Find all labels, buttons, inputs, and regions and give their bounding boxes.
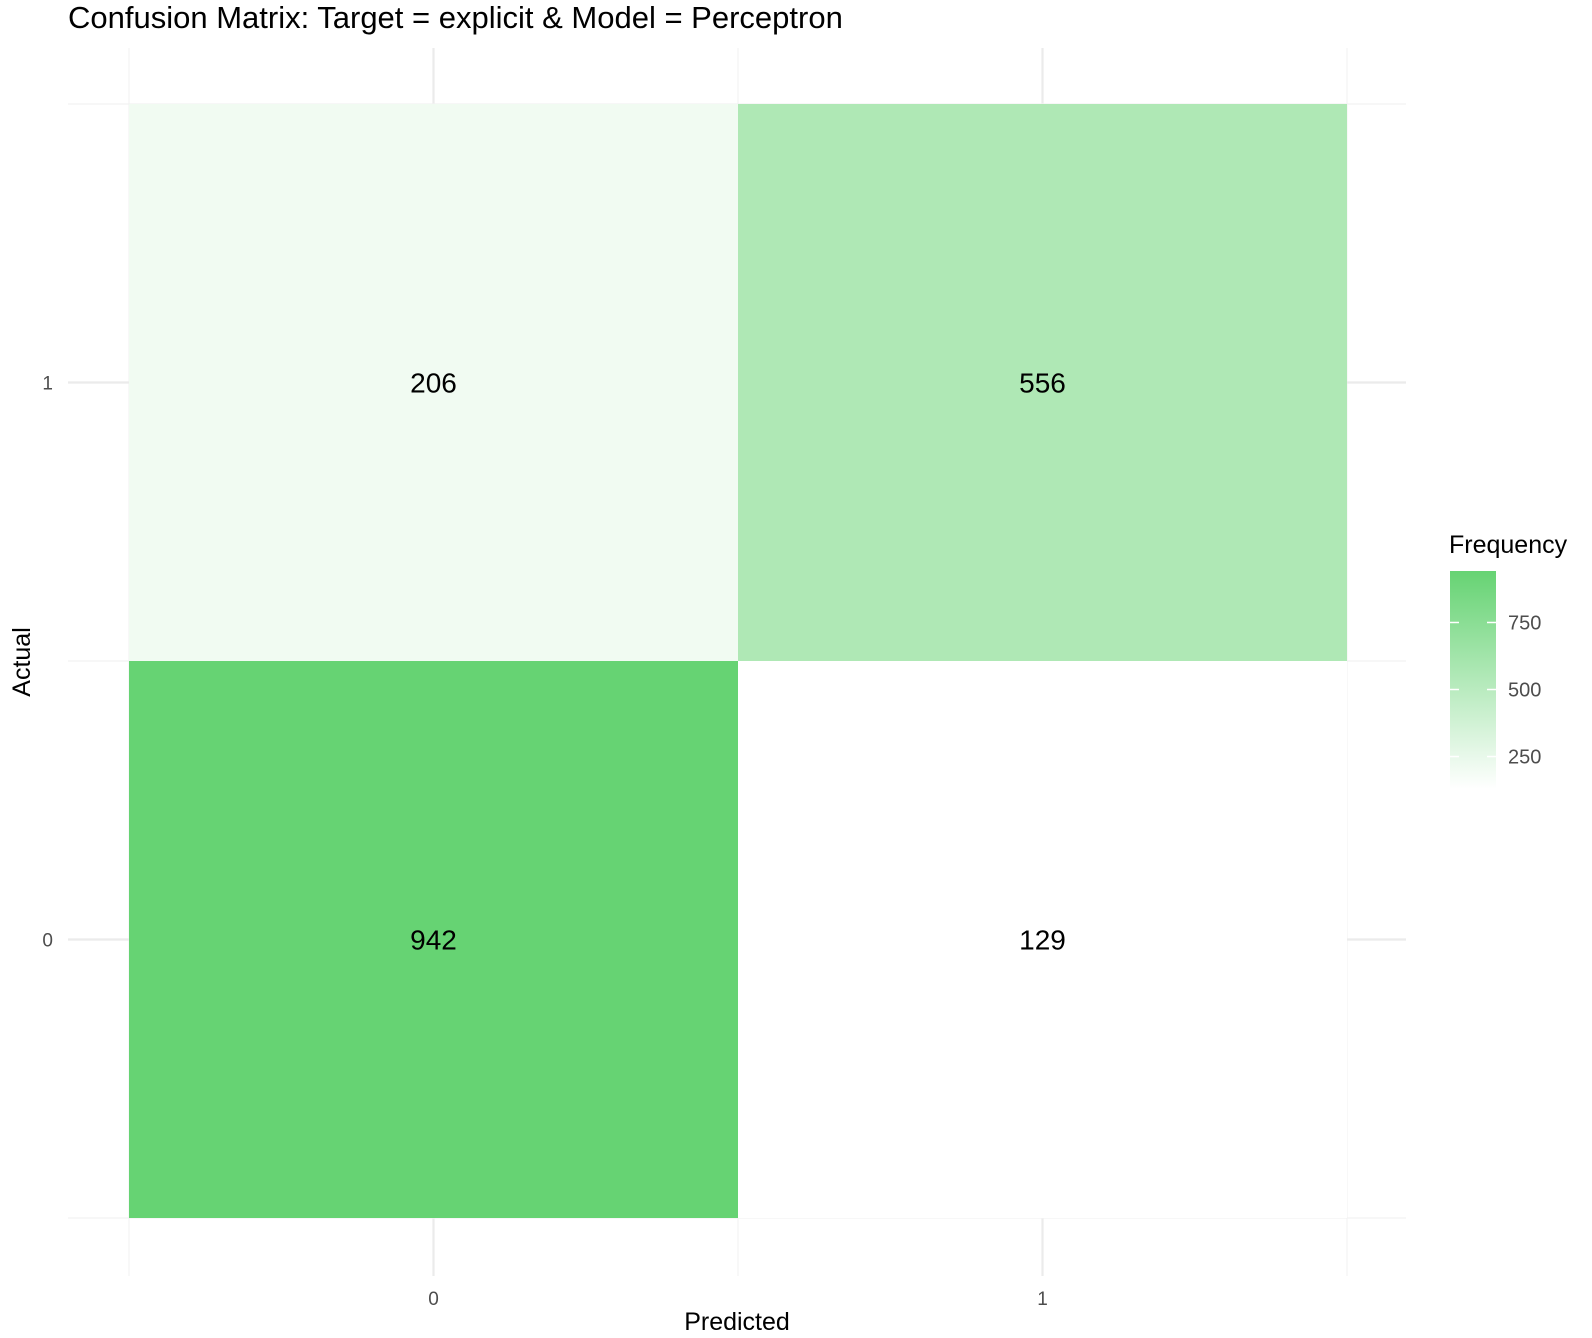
cell-pred-1-actual-0 xyxy=(738,661,1347,1218)
y-axis-title: Actual xyxy=(8,627,36,696)
cell-value-pred-1-actual-0: 129 xyxy=(1019,925,1066,956)
legend-tick-label-500: 500 xyxy=(1508,680,1541,702)
y-tick-label-0: 0 xyxy=(42,931,53,952)
heatmap-cells xyxy=(129,104,1347,1218)
legend-tick-label-250: 250 xyxy=(1508,747,1541,769)
cell-value-pred-0-actual-1: 206 xyxy=(410,368,457,399)
legend-tick-label-750: 750 xyxy=(1508,612,1541,634)
chart-title: Confusion Matrix: Target = explicit & Mo… xyxy=(68,0,843,35)
y-axis-ticks: 01 xyxy=(42,374,53,952)
x-axis-title: Predicted xyxy=(684,1308,790,1336)
x-tick-label-0: 0 xyxy=(428,1289,439,1310)
cell-value-pred-1-actual-1: 556 xyxy=(1019,368,1066,399)
x-tick-label-1: 1 xyxy=(1037,1289,1048,1310)
heatmap-cell-labels: 206 556 942 129 xyxy=(410,368,1066,956)
legend-ticks: 250 500 750 xyxy=(1450,612,1541,769)
cell-pred-1-actual-1 xyxy=(738,104,1347,661)
cell-value-pred-0-actual-0: 942 xyxy=(410,925,457,956)
y-tick-label-1: 1 xyxy=(42,374,53,395)
cell-pred-0-actual-0 xyxy=(129,661,738,1218)
legend-colorbar xyxy=(1450,571,1496,789)
cell-pred-0-actual-1 xyxy=(129,104,738,661)
legend-title: Frequency xyxy=(1449,531,1568,559)
